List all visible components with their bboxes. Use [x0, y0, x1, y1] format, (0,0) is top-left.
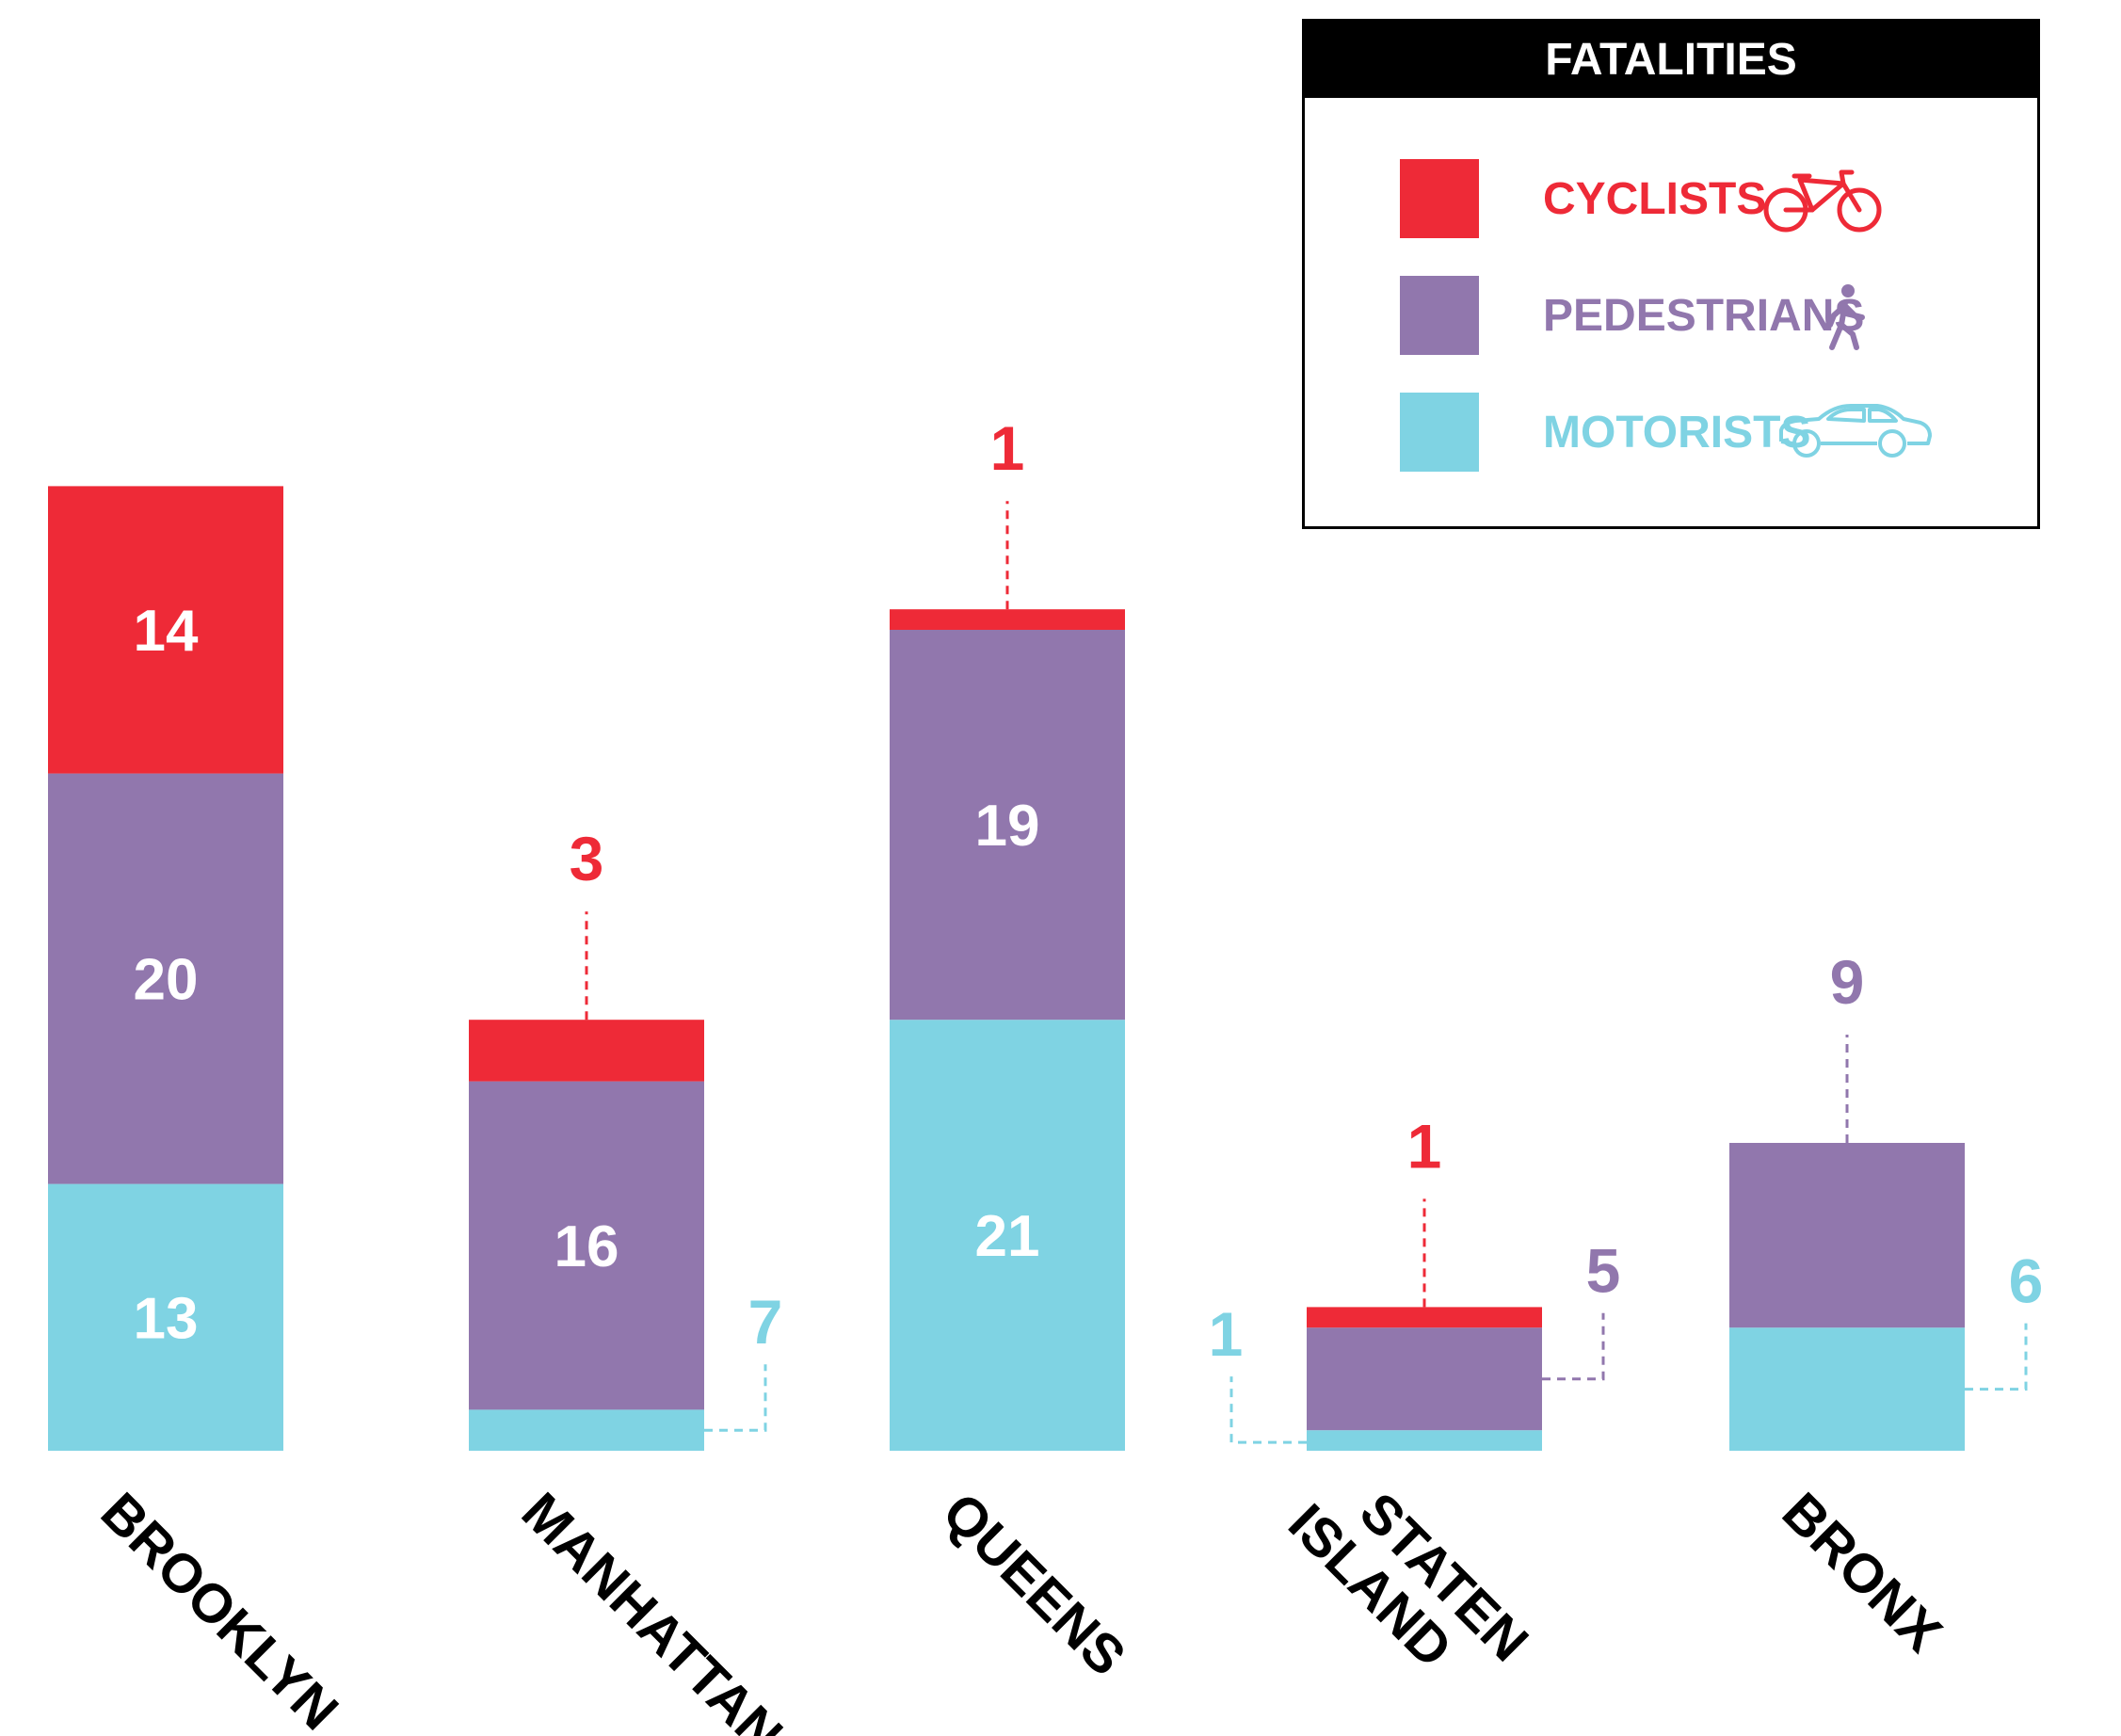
bar-segment-motorists-1 [469, 1409, 704, 1451]
category-label-group: MANHATTAN [510, 1481, 795, 1736]
category-label: BROOKLYN [89, 1481, 350, 1736]
walking-person-icon [1827, 284, 1865, 350]
bar-segment-motorists-3 [1307, 1430, 1542, 1451]
bar-segment-motorists-0 [48, 1183, 283, 1451]
callout-leader-line [1229, 1376, 1307, 1444]
legend-label-motorists: MOTORISTS [1543, 408, 1811, 458]
callout-leader-line [1965, 1323, 2028, 1391]
callout-value-label: 6 [2009, 1246, 2044, 1316]
car-icon [1779, 404, 1932, 458]
legend-title: FATALITIES [1305, 22, 2037, 98]
bar-segment-cyclists-0 [48, 486, 283, 774]
category-label: QUEENS [931, 1481, 1137, 1687]
legend-swatch-motorists [1400, 393, 1479, 472]
category-label-group: QUEENS [931, 1481, 1137, 1687]
callout-value-label: 1 [1407, 1111, 1442, 1181]
segment-value-label: 19 [975, 794, 1040, 859]
callout-value-label: 5 [1586, 1236, 1621, 1306]
legend-item-motorists: MOTORISTS [1305, 393, 2037, 474]
legend-item-cyclists: CYCLISTS [1305, 159, 2037, 240]
legend-swatch-pedestrians [1400, 276, 1479, 355]
bar-segment-motorists-4 [1729, 1327, 1965, 1451]
category-label-group: BROOKLYN [89, 1481, 350, 1736]
bar-segment-cyclists-2 [890, 609, 1125, 630]
segment-value-label: 16 [554, 1214, 619, 1279]
bar-segment-cyclists-3 [1307, 1307, 1542, 1328]
legend-swatch-cyclists [1400, 159, 1479, 238]
callout-leader-line [704, 1364, 767, 1432]
legend: FATALITIES CYCLISTS PEDESTRIANS [1302, 19, 2040, 529]
category-label: MANHATTAN [510, 1481, 795, 1736]
callout-value-label: 3 [570, 824, 604, 893]
bar-segment-motorists-2 [890, 1020, 1125, 1451]
bar-segment-pedestrians-4 [1729, 1143, 1965, 1328]
bicycle-icon [1763, 169, 1882, 233]
bar-segment-pedestrians-2 [890, 630, 1125, 1021]
segment-value-label: 21 [975, 1204, 1040, 1269]
callout-value-label: 9 [1830, 947, 1865, 1017]
bar-segment-pedestrians-3 [1307, 1327, 1542, 1431]
callout-value-label: 1 [990, 413, 1025, 483]
segment-value-label: 13 [134, 1286, 199, 1351]
segment-value-label: 14 [134, 599, 199, 664]
bar-segment-pedestrians-1 [469, 1081, 704, 1410]
segment-value-label: 20 [134, 948, 199, 1013]
callout-value-label: 7 [748, 1287, 783, 1357]
callout-leader-line [1542, 1312, 1605, 1381]
category-label: BRONX [1771, 1481, 1953, 1664]
legend-label-pedestrians: PEDESTRIANS [1543, 291, 1865, 341]
legend-item-pedestrians: PEDESTRIANS [1305, 276, 2037, 357]
bar-segment-cyclists-1 [469, 1020, 704, 1082]
bar-segment-pedestrians-0 [48, 773, 283, 1184]
legend-label-cyclists: CYCLISTS [1543, 174, 1767, 224]
category-label-group: BRONX [1771, 1481, 1953, 1664]
callout-value-label: 1 [1209, 1299, 1244, 1369]
